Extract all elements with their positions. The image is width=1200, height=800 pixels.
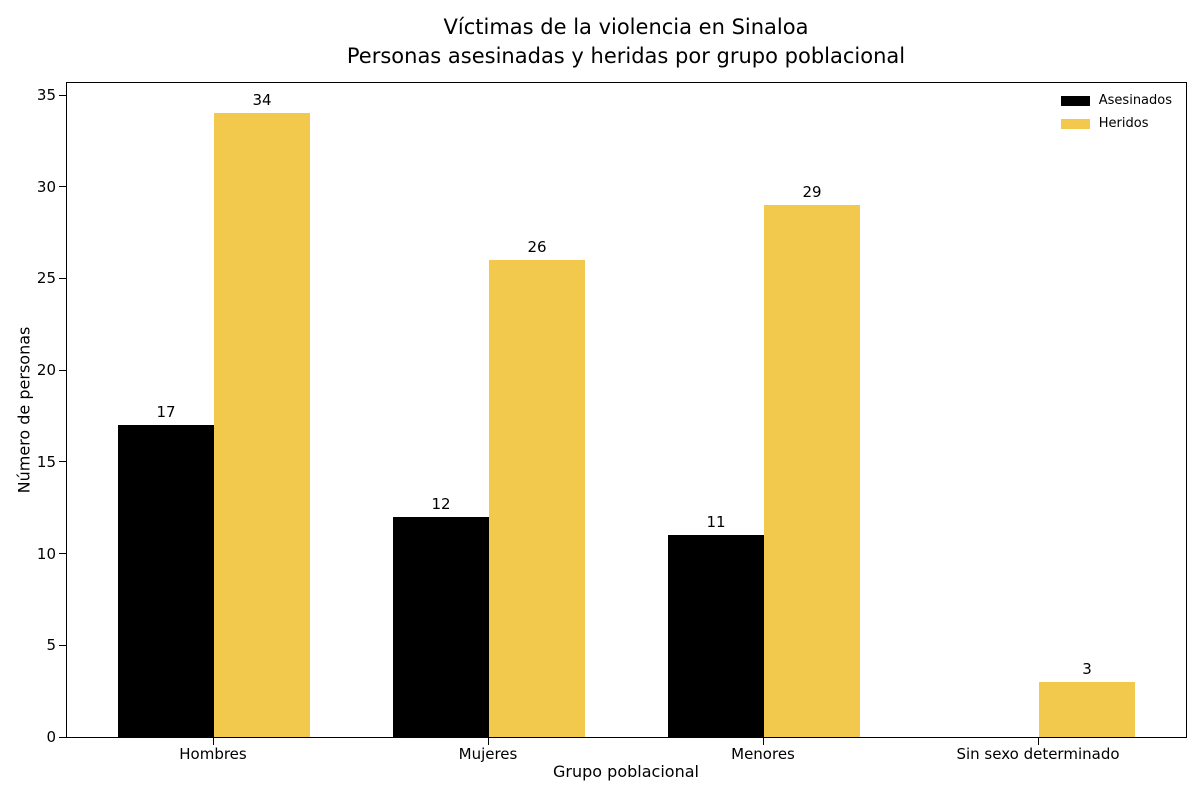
bar-heridos-menores [764,205,860,737]
plot-area: 17 12 11 34 26 29 3 Asesinados Heridos [66,82,1187,738]
y-tick-label: 0 [46,728,56,746]
y-tick-label: 30 [36,177,56,196]
bars-layer: 17 12 11 34 26 29 3 [67,83,1186,737]
bar-heridos-hombres [214,113,310,737]
x-tick-mark [1037,738,1039,745]
x-tick-label-sin-sexo-determinado: Sin sexo determinado [956,745,1120,763]
x-tick-mark [487,738,489,745]
y-tick-mark [59,369,66,371]
y-tick-mark [59,277,66,279]
legend-swatch-asesinados [1060,95,1090,106]
bar-value-label: 34 [252,91,272,110]
bar-asesinados-mujeres [393,516,489,737]
y-tick-mark [59,553,66,555]
y-tick-label: 5 [46,636,56,655]
legend: Asesinados Heridos [1060,89,1172,135]
bar-value-label: 3 [1082,659,1092,678]
bar-heridos-mujeres [489,260,585,737]
bar-asesinados-menores [668,535,764,737]
legend-item-heridos: Heridos [1060,112,1172,135]
legend-item-asesinados: Asesinados [1060,89,1172,112]
x-tick-mark [212,738,214,745]
bar-value-label: 11 [706,513,726,532]
y-tick-label: 25 [36,269,56,288]
y-tick-mark [59,461,66,463]
x-tick-label-menores: Menores [731,745,795,763]
legend-swatch-heridos [1060,118,1090,129]
y-tick-label: 15 [36,452,56,471]
y-tick-mark [59,186,66,188]
bar-asesinados-hombres [118,425,214,737]
x-tick-label-mujeres: Mujeres [458,745,518,763]
legend-label: Heridos [1098,116,1149,131]
y-tick-mark [59,644,66,646]
bar-heridos-sin-sexo-determinado [1039,681,1135,737]
bar-value-label: 29 [802,183,822,202]
x-tick-label-hombres: Hombres [179,745,247,763]
x-axis-label: Grupo poblacional [553,762,699,781]
bar-value-label: 26 [527,238,547,257]
y-tick-label: 10 [36,544,56,563]
legend-label: Asesinados [1098,93,1172,108]
chart-title-line-1: Víctimas de la violencia en Sinaloa [443,15,809,39]
chart-title: Víctimas de la violencia en Sinaloa Pers… [66,13,1186,71]
y-tick-mark [59,94,66,96]
bar-value-label: 17 [156,403,176,422]
y-tick-mark [59,736,66,738]
y-tick-label: 20 [36,361,56,380]
bar-value-label: 12 [431,494,451,513]
x-tick-mark [762,738,764,745]
y-tick-label: 35 [36,86,56,104]
chart-title-line-2: Personas asesinadas y heridas por grupo … [346,44,906,68]
